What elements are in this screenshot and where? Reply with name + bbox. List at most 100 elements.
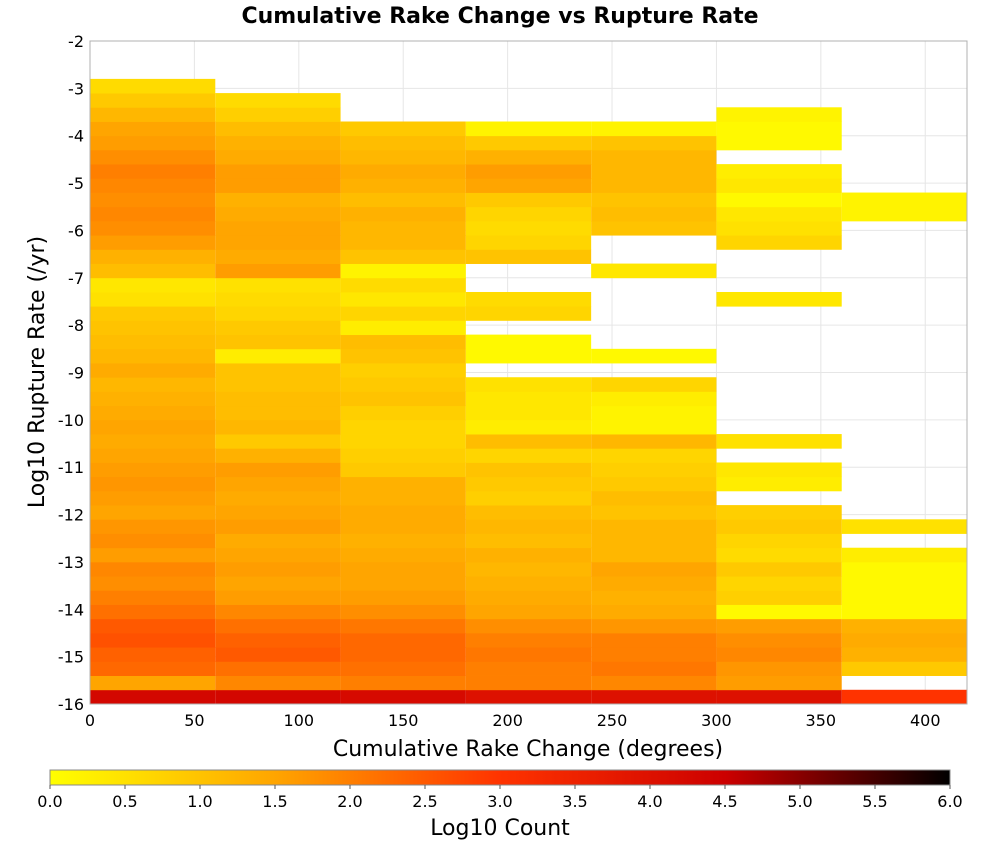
heatmap-cell xyxy=(90,235,216,250)
heatmap-cell xyxy=(716,675,842,691)
y-tick-label: -4 xyxy=(68,127,84,146)
heatmap-cell xyxy=(716,632,842,648)
heatmap-cell xyxy=(215,121,341,137)
heatmap-cell xyxy=(591,505,717,520)
heatmap-cell xyxy=(591,576,717,591)
heatmap-cell xyxy=(465,235,592,250)
heatmap-cell xyxy=(215,462,341,478)
heatmap-cell xyxy=(215,334,341,350)
heatmap-cell xyxy=(90,164,216,179)
heatmap-cell xyxy=(340,476,466,492)
heatmap-cell xyxy=(215,320,341,336)
y-axis-label: Log10 Rupture Rate (/yr) xyxy=(25,236,50,508)
heatmap-cell xyxy=(215,476,341,492)
heatmap-cell xyxy=(465,618,592,634)
heatmap-cell xyxy=(90,647,216,662)
heatmap-cell xyxy=(716,462,842,478)
colorbar-tick-label: 2.0 xyxy=(337,792,362,811)
heatmap-cell xyxy=(340,348,466,364)
heatmap-cell xyxy=(215,632,341,648)
heatmap-cell xyxy=(465,419,592,435)
heatmap-cell xyxy=(90,419,216,435)
heatmap-cell xyxy=(340,377,466,392)
heatmap-cell xyxy=(215,135,341,151)
colorbar-ticks: 0.0 0.5 1.0 1.5 2.0 2.5 3.0 3.5 4.0 4.5 5.0 5.5 6.0 xyxy=(37,785,963,811)
y-axis-ticks: -2 -3 -4 -5 -6 -7 -8 -9 -10 -11 -12 -13 -14 -15 -16 xyxy=(58,32,84,714)
heatmap-cell xyxy=(591,462,717,478)
heatmap-cell xyxy=(340,533,466,549)
heatmap-cell xyxy=(90,121,216,137)
heatmap-cell xyxy=(716,135,842,151)
heatmap-cell xyxy=(340,192,466,208)
heatmap-cell xyxy=(215,277,341,293)
heatmap-cell xyxy=(465,476,592,492)
heatmap-cell xyxy=(716,661,842,676)
heatmap-cell xyxy=(340,661,466,676)
heatmap-cell xyxy=(340,519,466,534)
heatmap-cell xyxy=(841,561,967,577)
heatmap-cell xyxy=(215,377,341,392)
heatmap-cell xyxy=(591,348,717,364)
heatmap-cell xyxy=(716,434,842,449)
heatmap-cell xyxy=(215,220,341,236)
heatmap-cell xyxy=(465,689,592,705)
heatmap-cell xyxy=(465,590,592,605)
heatmap-cell xyxy=(465,561,592,577)
heatmap-cell xyxy=(340,263,466,279)
heatmap-cell xyxy=(90,533,216,549)
heatmap-cell xyxy=(591,434,717,449)
heatmap-cell xyxy=(591,192,717,208)
heatmap-cell xyxy=(465,149,592,165)
heatmap-cell xyxy=(215,93,341,108)
heatmap-cell xyxy=(215,306,341,321)
heatmap-cell xyxy=(215,348,341,364)
heatmap-cell xyxy=(215,561,341,577)
heatmap-cell xyxy=(716,121,842,137)
heatmap-cell xyxy=(340,576,466,591)
heatmap-cell xyxy=(90,178,216,193)
x-axis-ticks: 0 50 100 150 200 250 300 350 400 xyxy=(85,711,941,730)
x-tick-label: 300 xyxy=(701,711,732,730)
heatmap-cell xyxy=(716,206,842,222)
heatmap-cell xyxy=(90,448,216,463)
heatmap-cell xyxy=(215,661,341,676)
heatmap-cell xyxy=(465,334,592,350)
colorbar-tick-label: 0.0 xyxy=(37,792,62,811)
heatmap-cell xyxy=(465,547,592,563)
heatmap-cell xyxy=(465,391,592,407)
heatmap-cell xyxy=(90,462,216,478)
heatmap-cell xyxy=(215,391,341,407)
heatmap-cell xyxy=(340,363,466,378)
heatmap-cell xyxy=(716,576,842,591)
heatmap-cell xyxy=(465,576,592,591)
heatmap-cell xyxy=(465,291,592,307)
heatmap-cell xyxy=(215,647,341,662)
heatmap-cell xyxy=(340,547,466,563)
heatmap-cell xyxy=(215,249,341,264)
heatmap-cell xyxy=(90,434,216,449)
y-tick-label: -2 xyxy=(68,32,84,51)
heatmap-cell xyxy=(90,291,216,307)
y-tick-label: -15 xyxy=(58,648,84,667)
heatmap-cell xyxy=(340,505,466,520)
x-tick-label: 250 xyxy=(597,711,628,730)
heatmap-cell xyxy=(465,178,592,193)
heatmap-cell xyxy=(591,590,717,605)
heatmap-cell xyxy=(90,306,216,321)
heatmap-cell xyxy=(340,164,466,179)
heatmap-cell xyxy=(340,448,466,463)
heatmap-cell xyxy=(340,561,466,577)
heatmap-cell xyxy=(340,149,466,165)
heatmap-cell xyxy=(340,320,466,336)
colorbar-tick-label: 1.0 xyxy=(187,792,212,811)
heatmap-cell xyxy=(591,604,717,620)
heatmap-cell xyxy=(465,192,592,208)
heatmap-cell xyxy=(591,149,717,165)
heatmap-cell xyxy=(90,149,216,165)
y-tick-label: -7 xyxy=(68,269,84,288)
heatmap-cell xyxy=(716,476,842,492)
heatmap-cell xyxy=(591,419,717,435)
heatmap-cell xyxy=(465,121,592,137)
heatmap-cell xyxy=(841,576,967,591)
heatmap-cell xyxy=(591,647,717,662)
